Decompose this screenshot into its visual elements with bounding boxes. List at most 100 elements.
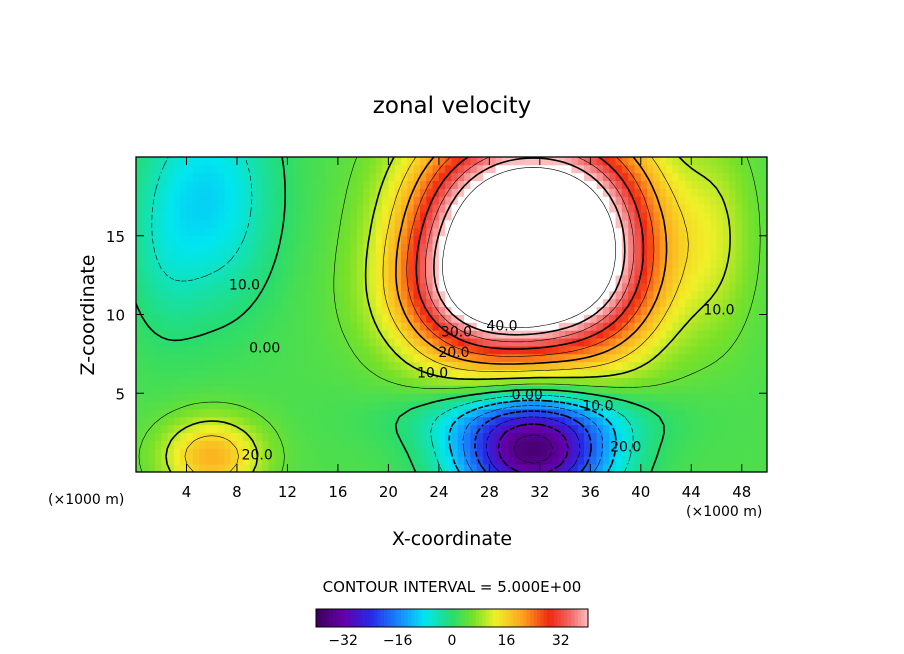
heatmap-cell (584, 283, 591, 292)
heatmap-cell (224, 164, 232, 174)
heatmap-cell (192, 306, 200, 315)
heatmap-cell (211, 259, 219, 268)
heatmap-cell (565, 401, 572, 410)
heatmap-cell (501, 227, 509, 237)
heatmap-cell (375, 306, 383, 315)
heatmap-cell (382, 353, 389, 363)
heatmap-cell (489, 306, 497, 315)
heatmap-cell (691, 188, 698, 197)
heatmap-cell (546, 393, 553, 402)
heatmap-cell (464, 448, 471, 457)
heatmap-cell (476, 432, 484, 441)
heatmap-cell (426, 385, 433, 394)
heatmap-cell (666, 290, 673, 300)
heatmap-cell (350, 172, 358, 182)
heatmap-cell (167, 377, 175, 386)
heatmap-cell (527, 243, 534, 252)
heatmap-cell (703, 409, 711, 418)
heatmap-cell (426, 172, 433, 182)
heatmap-cell (672, 464, 680, 473)
heatmap-cell (205, 196, 213, 205)
heatmap-cell (369, 275, 377, 284)
heatmap-cell (432, 385, 440, 394)
heatmap-cell (388, 401, 396, 410)
heatmap-cell (274, 456, 282, 465)
heatmap-cell (224, 424, 232, 434)
heatmap-cell (508, 204, 515, 213)
heatmap-cell (527, 267, 534, 276)
heatmap-cell (318, 385, 326, 394)
heatmap-cell (602, 164, 610, 174)
heatmap-cell (722, 424, 730, 434)
heatmap-cell (565, 227, 572, 237)
heatmap-cell (426, 464, 433, 473)
heatmap-cell (552, 220, 560, 229)
heatmap-cell (508, 440, 515, 449)
heatmap-cell (539, 346, 547, 355)
heatmap-cell (754, 353, 762, 363)
heatmap-cell (356, 440, 364, 449)
heatmap-cell (148, 243, 156, 252)
heatmap-cell (760, 196, 768, 205)
heatmap-cell (218, 164, 225, 174)
heatmap-cell (180, 290, 187, 300)
heatmap-cell (546, 283, 553, 292)
heatmap-cell (489, 440, 497, 449)
heatmap-cell (495, 298, 503, 308)
heatmap-cell (571, 377, 579, 386)
heatmap-cell (729, 172, 736, 182)
heatmap-cell (653, 424, 661, 434)
heatmap-cell (224, 385, 232, 394)
heatmap-cell (520, 456, 528, 465)
heatmap-cell (691, 322, 698, 331)
heatmap-cell (609, 448, 616, 457)
heatmap-cell (621, 346, 629, 355)
heatmap-cell (741, 180, 749, 189)
heatmap-cell (552, 401, 560, 410)
heatmap-cell (722, 322, 730, 331)
heatmap-cell (419, 314, 427, 323)
heatmap-cell (647, 251, 654, 260)
heatmap-cell (293, 464, 301, 473)
heatmap-cell (584, 220, 591, 229)
heatmap-cell (142, 283, 150, 292)
heatmap-cell (716, 432, 724, 441)
heatmap-cell (457, 290, 465, 300)
heatmap-cell (703, 314, 711, 323)
heatmap-cell (312, 283, 320, 292)
heatmap-cell (426, 416, 433, 426)
heatmap-cell (312, 322, 320, 331)
heatmap-cell (407, 275, 415, 284)
heatmap-cell (211, 298, 219, 308)
heatmap-cell (413, 306, 421, 315)
heatmap-cell (186, 424, 194, 434)
heatmap-cell (318, 259, 326, 268)
heatmap-cell (438, 164, 446, 174)
heatmap-cell (735, 448, 743, 457)
heatmap-cell (634, 172, 642, 182)
heatmap-cell (754, 377, 762, 386)
heatmap-cell (243, 432, 250, 441)
heatmap-cell (457, 157, 465, 166)
heatmap-cell (432, 456, 440, 465)
heatmap-cell (426, 346, 433, 355)
heatmap-cell (659, 267, 667, 276)
heatmap-cell (255, 401, 263, 410)
heatmap-cell (136, 314, 143, 323)
heatmap-cell (615, 298, 623, 308)
heatmap-cell (577, 172, 585, 182)
heatmap-cell (647, 448, 654, 457)
heatmap-cell (520, 290, 528, 300)
heatmap-cell (243, 164, 250, 174)
heatmap-cell (344, 393, 351, 402)
heatmap-cell (470, 322, 478, 331)
heatmap-cell (419, 361, 427, 371)
heatmap-cell (760, 440, 768, 449)
heatmap-cell (735, 235, 743, 245)
heatmap-cell (647, 377, 654, 386)
heatmap-cell (464, 464, 471, 473)
heatmap-cell (640, 243, 648, 252)
heatmap-cell (684, 322, 692, 331)
heatmap-cell (142, 157, 150, 166)
heatmap-cell (697, 369, 705, 378)
